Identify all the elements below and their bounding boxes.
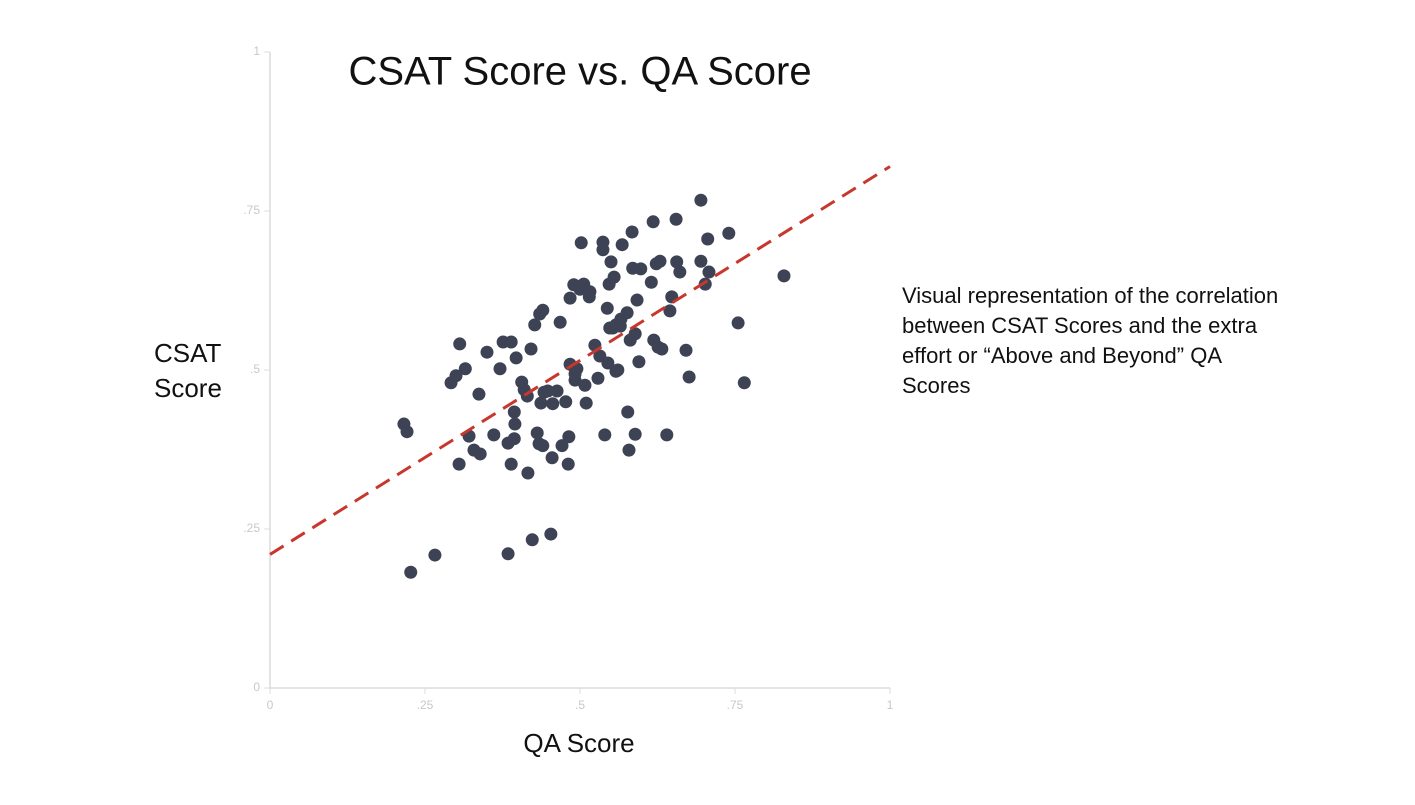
scatter-point: [563, 291, 577, 305]
scatter-point: [615, 238, 629, 252]
scatter-point: [670, 255, 684, 269]
scatter-point: [702, 265, 716, 279]
scatter-point: [679, 343, 693, 357]
scatter-point: [487, 428, 501, 442]
scatter-point: [504, 335, 518, 349]
scatter-point: [663, 304, 677, 318]
scatter-point: [504, 457, 518, 471]
scatter-point: [428, 548, 442, 562]
scatter-point: [453, 337, 467, 351]
scatter-point: [553, 315, 567, 329]
scatter-point: [525, 533, 539, 547]
scatter-point: [507, 432, 521, 446]
scatter-point: [536, 303, 550, 317]
scatter-point: [507, 405, 521, 419]
scatter-point: [555, 439, 569, 453]
scatter-point: [777, 269, 791, 283]
x-tick-label: .25: [417, 698, 434, 712]
scatter-point: [598, 428, 612, 442]
scatter-point: [473, 447, 487, 461]
scatter-point: [600, 301, 614, 315]
scatter-point: [524, 342, 538, 356]
y-axis-label: CSAT Score: [154, 338, 222, 403]
scatter-point: [528, 318, 542, 332]
scatter-point: [544, 527, 558, 541]
x-tick-label: 0: [267, 698, 274, 712]
scatter-point: [536, 439, 550, 453]
scatter-point: [579, 396, 593, 410]
scatter-point: [655, 342, 669, 356]
scatter-point: [630, 293, 644, 307]
scatter-point: [660, 428, 674, 442]
scatter-point: [634, 262, 648, 276]
scatter-point: [644, 275, 658, 289]
x-tick-label: 1: [887, 698, 894, 712]
scatter-point: [601, 356, 615, 370]
scatter-point: [400, 425, 414, 439]
scatter-point: [669, 212, 683, 226]
scatter-point: [682, 370, 696, 384]
scatter-point: [546, 397, 560, 411]
scatter-point: [493, 362, 507, 376]
scatter-point: [722, 226, 736, 240]
scatter-point: [673, 265, 687, 279]
scatter-point: [632, 355, 646, 369]
scatter-point: [591, 371, 605, 385]
scatter-point: [561, 457, 575, 471]
scatter-point: [472, 387, 486, 401]
scatter-point: [404, 565, 418, 579]
scatter-point: [628, 427, 642, 441]
scatter-point: [694, 193, 708, 207]
scatter-point: [574, 236, 588, 250]
scatter-point: [622, 443, 636, 457]
scatter-point: [611, 363, 625, 377]
scatter-point: [559, 395, 573, 409]
scatter-point: [653, 254, 667, 268]
scatter-point: [701, 232, 715, 246]
scatter-point: [604, 255, 618, 269]
scatter-point: [621, 405, 635, 419]
x-tick-label: .5: [575, 698, 585, 712]
trend-line: [269, 165, 891, 556]
y-tick-label: 1: [253, 44, 260, 58]
scatter-point: [607, 270, 621, 284]
x-tick-label: .75: [727, 698, 744, 712]
scatter-point: [521, 466, 535, 480]
chart-title: CSAT Score vs. QA Score: [348, 50, 811, 94]
y-tick-label: .25: [243, 521, 260, 535]
scatter-point: [509, 351, 523, 365]
scatter-point: [731, 316, 745, 330]
y-tick-label: .75: [243, 203, 260, 217]
y-tick-label: .5: [250, 362, 260, 376]
scatter-point: [596, 243, 610, 257]
scatter-point: [452, 457, 466, 471]
scatter-point: [562, 430, 576, 444]
scatter-point: [541, 384, 555, 398]
scatter-point: [550, 384, 564, 398]
y-tick-label: 0: [253, 680, 260, 694]
scatter-point: [508, 417, 522, 431]
scatter-point: [583, 285, 597, 299]
scatter-point: [737, 376, 751, 390]
scatter-point: [530, 426, 544, 440]
scatter-point: [458, 362, 472, 376]
scatter-point: [698, 277, 712, 291]
x-axis-label: QA Score: [523, 728, 634, 758]
scatter-point: [694, 254, 708, 268]
annotation: Visual representation of the correlation…: [902, 283, 1279, 398]
scatter-point: [646, 215, 660, 229]
scatter-point: [449, 369, 463, 383]
scatter-point: [628, 327, 642, 341]
scatter-point: [620, 306, 634, 320]
scatter-point: [625, 225, 639, 239]
scatter-point: [534, 396, 548, 410]
scatter-point: [501, 547, 515, 561]
scatter-point: [545, 451, 559, 465]
scatter-point: [480, 345, 494, 359]
scatter-point: [578, 378, 592, 392]
